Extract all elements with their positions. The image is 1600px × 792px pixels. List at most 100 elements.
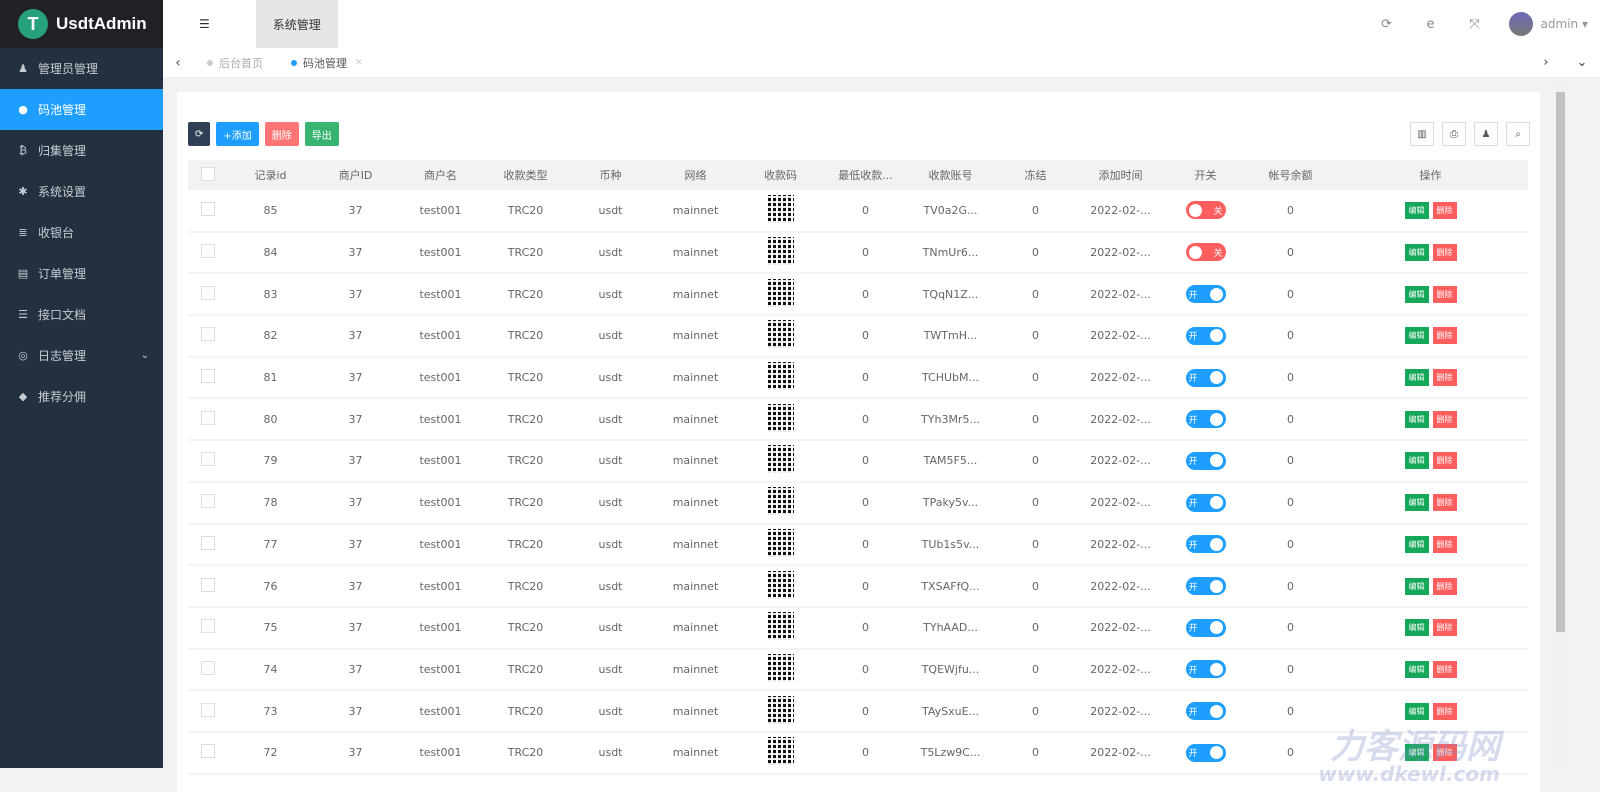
sidebar-item-0[interactable]: ♟ 管理员管理 bbox=[0, 48, 163, 89]
row-checkbox[interactable] bbox=[201, 619, 215, 634]
row-checkbox[interactable] bbox=[201, 201, 215, 216]
sidebar-item-6[interactable]: ☰ 接口文档 bbox=[0, 294, 163, 335]
sidebar-item-5[interactable]: ▤ 订单管理 bbox=[0, 253, 163, 294]
qr-code-image[interactable] bbox=[767, 695, 794, 724]
qr-code-image[interactable] bbox=[767, 612, 794, 641]
edit-button[interactable]: 编辑 bbox=[1404, 577, 1429, 595]
delete-row-button[interactable]: 删除 bbox=[1432, 369, 1457, 387]
scrollbar[interactable] bbox=[1553, 80, 1568, 768]
edit-button[interactable]: 编辑 bbox=[1404, 201, 1429, 219]
qr-code-image[interactable] bbox=[767, 570, 794, 599]
delete-row-button[interactable]: 删除 bbox=[1432, 577, 1457, 595]
edit-button[interactable]: 编辑 bbox=[1404, 494, 1429, 512]
row-checkbox[interactable] bbox=[201, 369, 215, 384]
status-toggle[interactable]: 开 bbox=[1185, 660, 1226, 679]
row-checkbox[interactable] bbox=[201, 410, 215, 425]
select-all-checkbox[interactable] bbox=[188, 160, 228, 190]
status-toggle[interactable]: 关 bbox=[1185, 201, 1226, 220]
chevron-down-icon[interactable]: ⌄ bbox=[1576, 55, 1588, 70]
delete-row-button[interactable]: 删除 bbox=[1432, 494, 1457, 512]
avatar[interactable] bbox=[1508, 12, 1533, 36]
qr-code-image[interactable] bbox=[767, 528, 794, 557]
qr-code-image[interactable] bbox=[767, 403, 794, 432]
delete-row-button[interactable]: 删除 bbox=[1432, 244, 1457, 262]
sidebar-item-8[interactable]: ◆ 推荐分佣 bbox=[0, 376, 163, 417]
tabs-left-icon[interactable]: ‹ bbox=[175, 54, 181, 71]
qr-code-image[interactable] bbox=[767, 653, 794, 682]
edit-button[interactable]: 编辑 bbox=[1404, 244, 1429, 262]
edit-button[interactable]: 编辑 bbox=[1404, 702, 1429, 720]
delete-row-button[interactable]: 删除 bbox=[1432, 535, 1457, 553]
edit-button[interactable]: 编辑 bbox=[1404, 369, 1429, 387]
row-checkbox[interactable] bbox=[201, 285, 215, 300]
edit-button[interactable]: 编辑 bbox=[1404, 535, 1429, 553]
status-toggle[interactable]: 开 bbox=[1185, 618, 1226, 637]
status-toggle[interactable]: 开 bbox=[1185, 368, 1226, 387]
row-checkbox[interactable] bbox=[201, 327, 215, 342]
row-checkbox[interactable] bbox=[201, 744, 215, 759]
edit-button[interactable]: 编辑 bbox=[1404, 410, 1429, 428]
edit-button[interactable]: 编辑 bbox=[1404, 285, 1429, 303]
edit-button[interactable]: 编辑 bbox=[1404, 327, 1429, 345]
qr-code-image[interactable] bbox=[767, 237, 794, 266]
tabs-right-icon[interactable]: › bbox=[1543, 55, 1549, 70]
status-toggle[interactable]: 开 bbox=[1185, 535, 1226, 554]
delete-row-button[interactable]: 删除 bbox=[1432, 702, 1457, 720]
status-toggle[interactable]: 开 bbox=[1185, 451, 1226, 470]
refresh-button[interactable]: ⟳ bbox=[188, 122, 211, 146]
column-header[interactable]: 记录id bbox=[228, 160, 313, 190]
close-icon[interactable]: ✕ bbox=[355, 57, 363, 68]
status-toggle[interactable]: 开 bbox=[1185, 326, 1226, 345]
row-checkbox[interactable] bbox=[201, 577, 215, 592]
row-checkbox[interactable] bbox=[201, 702, 215, 717]
row-checkbox[interactable] bbox=[201, 494, 215, 509]
status-toggle[interactable]: 开 bbox=[1185, 493, 1226, 512]
qr-code-image[interactable] bbox=[767, 487, 794, 516]
user-menu[interactable]: admin ▾ bbox=[1540, 17, 1588, 31]
delete-row-button[interactable]: 删除 bbox=[1432, 201, 1457, 219]
status-toggle[interactable]: 开 bbox=[1185, 410, 1226, 429]
row-checkbox[interactable] bbox=[201, 535, 215, 550]
status-toggle[interactable]: 关 bbox=[1185, 243, 1226, 262]
delete-button[interactable]: 删除 bbox=[264, 122, 299, 146]
edit-button[interactable]: 编辑 bbox=[1404, 452, 1429, 470]
sidebar-item-7[interactable]: ◎ 日志管理 ⌄ bbox=[0, 335, 163, 376]
edit-button[interactable]: 编辑 bbox=[1404, 619, 1429, 637]
logo[interactable]: T UsdtAdmin bbox=[0, 0, 163, 48]
delete-row-button[interactable]: 删除 bbox=[1432, 744, 1457, 762]
export-icon[interactable]: ♟ bbox=[1474, 122, 1498, 146]
row-checkbox[interactable] bbox=[201, 660, 215, 675]
export-button[interactable]: 导出 bbox=[304, 122, 339, 146]
tab-home[interactable]: 后台首页 bbox=[193, 55, 277, 71]
status-toggle[interactable]: 开 bbox=[1185, 285, 1226, 304]
delete-row-button[interactable]: 删除 bbox=[1432, 285, 1457, 303]
clear-cache-icon[interactable]: e bbox=[1426, 16, 1435, 32]
status-toggle[interactable]: 开 bbox=[1185, 702, 1226, 721]
header-tab-system[interactable]: 系统管理 bbox=[255, 0, 338, 48]
columns-icon[interactable]: ▥ bbox=[1410, 122, 1434, 146]
sidebar-item-2[interactable]: ₿ 归集管理 bbox=[0, 130, 163, 171]
row-checkbox[interactable] bbox=[201, 244, 215, 259]
qr-code-image[interactable] bbox=[767, 737, 794, 766]
add-button[interactable]: +添加 bbox=[216, 122, 259, 146]
fullscreen-icon[interactable]: ⤧ bbox=[1469, 16, 1480, 32]
sidebar-item-4[interactable]: ≣ 收银台 bbox=[0, 212, 163, 253]
menu-toggle-button[interactable]: ☰ bbox=[183, 0, 226, 48]
qr-code-image[interactable] bbox=[767, 445, 794, 474]
edit-button[interactable]: 编辑 bbox=[1404, 660, 1429, 678]
search-icon[interactable]: ⌕ bbox=[1506, 122, 1530, 146]
qr-code-image[interactable] bbox=[767, 194, 794, 223]
print-icon[interactable]: ⎙ bbox=[1442, 122, 1466, 146]
qr-code-image[interactable] bbox=[767, 320, 794, 349]
delete-row-button[interactable]: 删除 bbox=[1432, 410, 1457, 428]
delete-row-button[interactable]: 删除 bbox=[1432, 452, 1457, 470]
sidebar-item-3[interactable]: ✱ 系统设置 bbox=[0, 171, 163, 212]
edit-button[interactable]: 编辑 bbox=[1404, 744, 1429, 762]
delete-row-button[interactable]: 删除 bbox=[1432, 660, 1457, 678]
status-toggle[interactable]: 开 bbox=[1185, 743, 1226, 762]
qr-code-image[interactable] bbox=[767, 362, 794, 391]
delete-row-button[interactable]: 删除 bbox=[1432, 619, 1457, 637]
delete-row-button[interactable]: 删除 bbox=[1432, 327, 1457, 345]
sidebar-item-1[interactable]: ● 码池管理 bbox=[0, 89, 163, 130]
refresh-icon[interactable]: ⟳ bbox=[1381, 16, 1392, 32]
